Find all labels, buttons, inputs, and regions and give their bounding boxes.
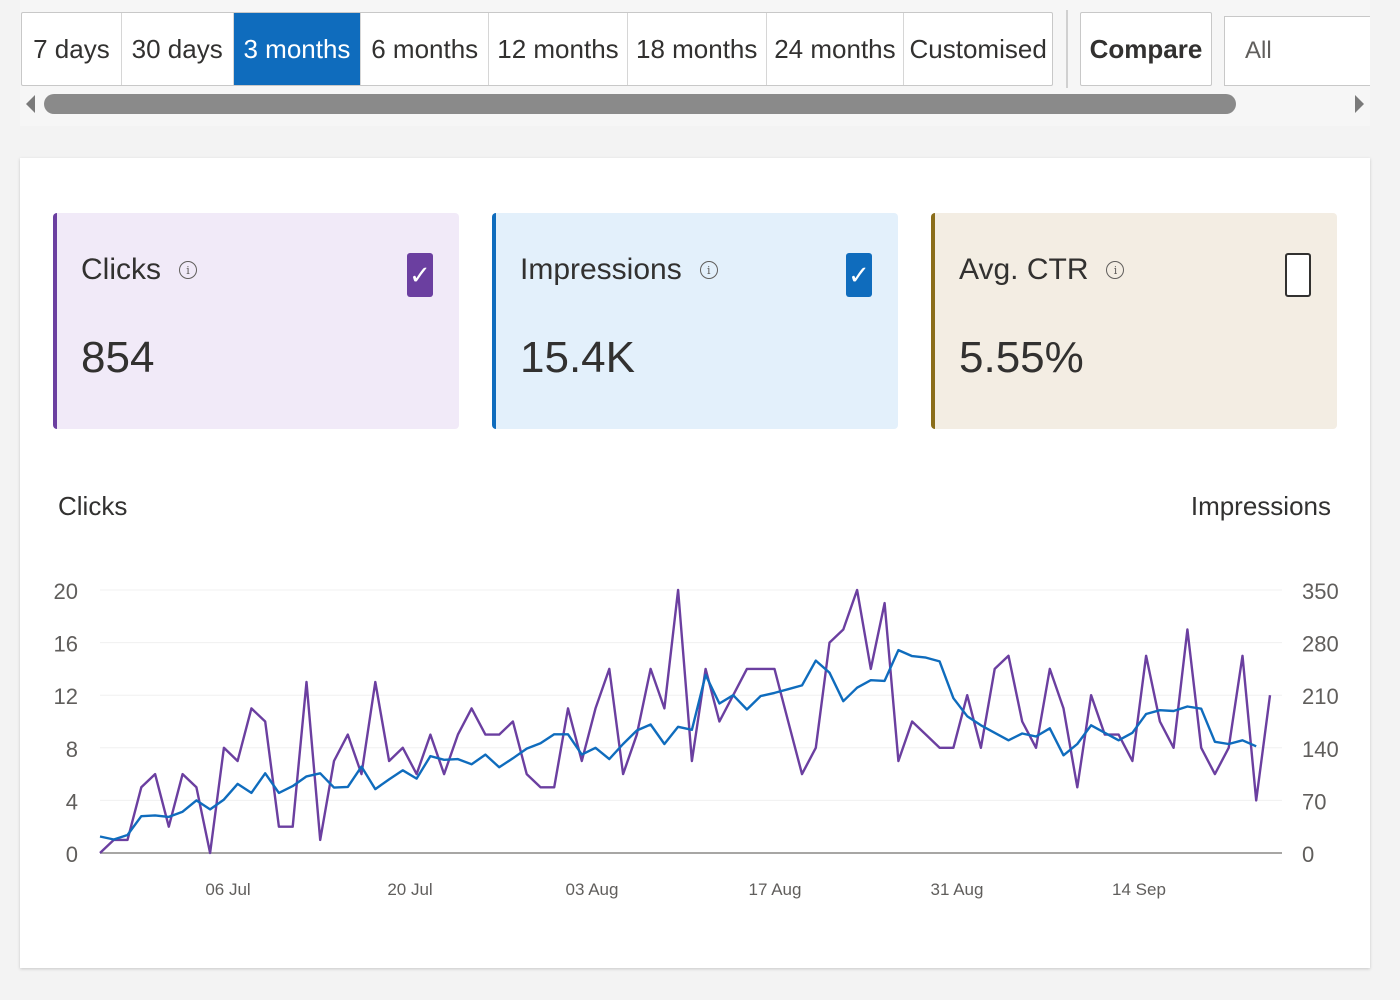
impressions-series-line: [99, 648, 1257, 841]
x-tick-label: 14 Sep: [1112, 880, 1166, 899]
x-tick-label: 03 Aug: [566, 880, 619, 899]
toolbar: 7 days 30 days 3 months 6 months 12 mont…: [20, 0, 1370, 126]
performance-card: Clicks i 854 ✓ Impressions i 15.4K ✓ Avg…: [20, 158, 1370, 968]
tab-customised[interactable]: Customised: [909, 33, 1047, 64]
left-y-tick-label: 0: [66, 842, 78, 867]
x-tick-label: 06 Jul: [205, 880, 250, 899]
info-icon[interactable]: i: [1106, 261, 1125, 279]
right-axis-title: Impressions: [1190, 491, 1331, 521]
filter-dropdown[interactable]: All: [1224, 16, 1370, 86]
toolbar-divider: [1066, 10, 1068, 88]
left-y-tick-label: 12: [54, 684, 78, 709]
tab-6-months[interactable]: 6 months: [361, 13, 490, 85]
impressions-checkbox[interactable]: ✓: [846, 253, 872, 297]
date-range-tabs: 7 days 30 days 3 months 6 months 12 mont…: [21, 12, 1053, 86]
info-icon[interactable]: i: [179, 261, 197, 279]
right-y-tick-label: 70: [1302, 789, 1326, 814]
metric-card-impressions[interactable]: Impressions i 15.4K ✓: [492, 213, 898, 429]
right-y-tick-label: 0: [1302, 842, 1314, 867]
ctr-label: Avg. CTR: [959, 253, 1089, 286]
left-y-tick-label: 20: [54, 579, 78, 604]
tab-3-months[interactable]: 3 months: [233, 13, 362, 85]
x-tick-label: 31 Aug: [931, 880, 984, 899]
left-y-tick-label: 16: [54, 632, 78, 657]
ctr-value: 5.55%: [959, 333, 1084, 382]
right-y-tick-label: 280: [1302, 632, 1339, 657]
right-y-tick-label: 210: [1302, 684, 1339, 709]
x-tick-label: 20 Jul: [387, 880, 432, 899]
scroll-left-icon[interactable]: [26, 95, 35, 113]
impressions-label: Impressions: [520, 253, 682, 286]
metric-label-impressions: Impressions i: [520, 253, 718, 287]
x-tick-label: 17 Aug: [749, 880, 802, 899]
metric-label-clicks: Clicks i: [81, 253, 197, 287]
clicks-impressions-chart: 0 4 8 12 16 20 0 70 140 210 280 350 06 Jul 20 Jul 03 A…: [54, 579, 1339, 899]
right-y-tick-label: 140: [1302, 737, 1339, 762]
clicks-label: Clicks: [81, 253, 161, 286]
tab-24-months[interactable]: 24 months: [767, 13, 905, 85]
ctr-checkbox[interactable]: [1285, 253, 1311, 297]
metric-card-clicks[interactable]: Clicks i 854 ✓: [53, 213, 459, 429]
left-axis-title: Clicks: [58, 491, 128, 521]
metric-card-avg-ctr[interactable]: Avg. CTR i 5.55%: [931, 213, 1337, 429]
clicks-value: 854: [81, 333, 155, 382]
impressions-value: 15.4K: [520, 333, 635, 382]
clicks-series-line: [99, 588, 1272, 855]
tab-7-days[interactable]: 7 days: [22, 13, 122, 85]
tab-18-months[interactable]: 18 months: [628, 13, 767, 85]
left-y-tick-label: 4: [66, 789, 78, 814]
horizontal-scrollbar[interactable]: [20, 92, 1370, 118]
left-y-tick-label: 8: [66, 737, 78, 762]
scrollbar-thumb[interactable]: [44, 94, 1236, 114]
compare-button[interactable]: Compare: [1080, 12, 1212, 86]
clicks-checkbox[interactable]: ✓: [407, 253, 433, 297]
info-icon[interactable]: i: [699, 261, 718, 279]
tab-30-days[interactable]: 30 days: [122, 13, 234, 85]
right-y-tick-label: 350: [1302, 579, 1339, 604]
metric-label-ctr: Avg. CTR i: [959, 253, 1125, 287]
filter-value: All: [1245, 37, 1272, 64]
tab-12-months[interactable]: 12 months: [489, 13, 628, 85]
scroll-right-icon[interactable]: [1355, 95, 1364, 113]
